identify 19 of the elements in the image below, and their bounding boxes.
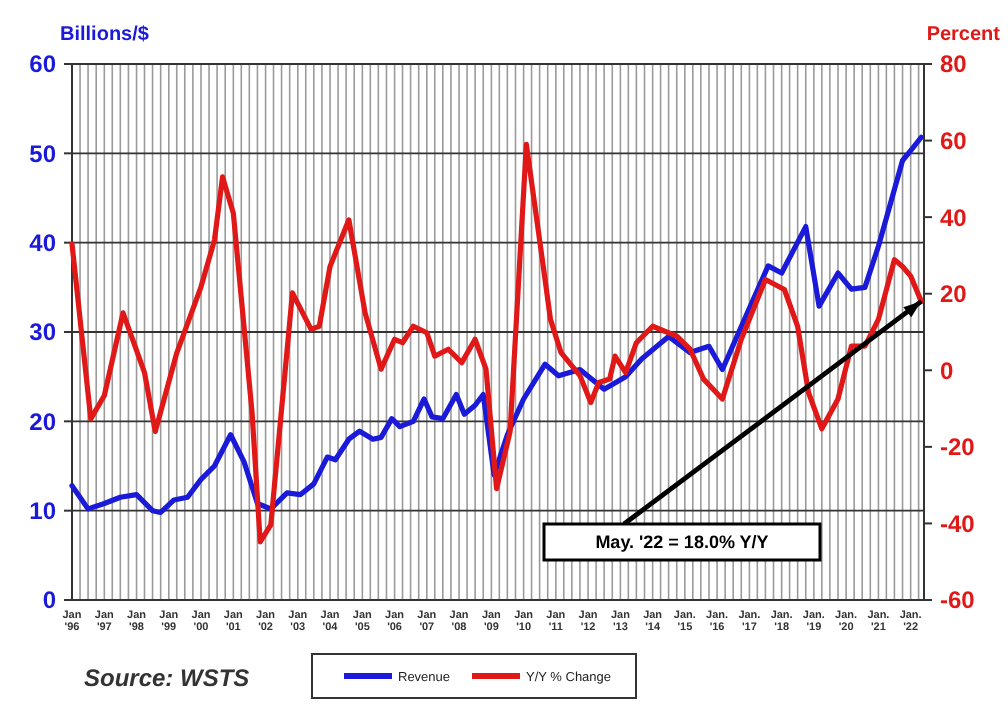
- y-tick-label: 20: [29, 407, 57, 436]
- y-tick-label: 10: [29, 497, 57, 526]
- y2-tick-label: 20: [940, 280, 968, 309]
- annotation: May. '22 = 18.0% Y/Y: [595, 532, 769, 553]
- y2-tick-label: 80: [940, 50, 968, 79]
- y2-tick-label: -20: [940, 433, 976, 462]
- source-note: Source: WSTS: [84, 664, 250, 692]
- y-axis-title: Billions/$: [60, 24, 150, 46]
- y-tick-label: 40: [29, 229, 57, 258]
- y2-tick-label: -40: [940, 509, 976, 538]
- y-tick-label: 0: [42, 586, 57, 615]
- y-tick-label: 50: [29, 139, 57, 168]
- y-tick-label: 30: [29, 318, 57, 347]
- y2-tick-label: 40: [940, 203, 968, 232]
- y2-tick-label: 0: [940, 356, 954, 385]
- y2-tick-label: -60: [940, 586, 976, 615]
- y2-tick-label: 60: [940, 126, 968, 155]
- y2-axis-title: Percent: [926, 24, 1002, 46]
- y-tick-label: 60: [29, 50, 57, 79]
